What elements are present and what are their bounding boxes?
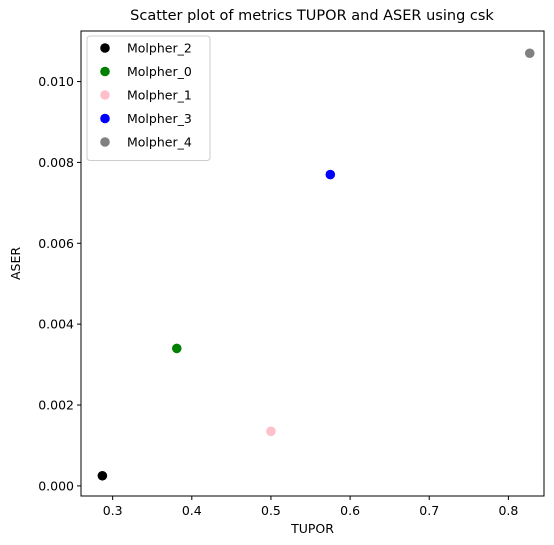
x-tick-label: 0.8 (498, 503, 518, 518)
data-point-molpher-0 (171, 343, 182, 354)
legend: Molpher_2 Molpher_0 Molpher_1 Molpher_3 Molp… (86, 35, 211, 161)
plot-frame (80, 30, 545, 497)
legend-marker (100, 137, 110, 147)
legend-label: Molpher_3 (127, 111, 192, 126)
x-tick-label: 0.6 (340, 503, 360, 518)
plot-area (97, 48, 535, 481)
y-axis: 0.000 0.002 0.004 0.006 0.008 0.010 (38, 74, 81, 493)
x-tick-label: 0.4 (182, 503, 202, 518)
y-tick-label: 0.010 (38, 74, 74, 89)
y-tick-label: 0.000 (38, 478, 74, 493)
legend-label: Molpher_4 (127, 135, 192, 150)
x-axis-label: TUPOR (290, 521, 334, 536)
x-axis: 0.3 0.4 0.5 0.6 0.7 0.8 (103, 496, 518, 518)
data-point-molpher-3 (325, 169, 336, 180)
legend-marker (100, 43, 110, 53)
chart-title: Scatter plot of metrics TUPOR and ASER u… (130, 8, 494, 24)
legend-label: Molpher_1 (127, 88, 192, 103)
legend-box (86, 35, 211, 161)
y-axis-label: ASER (8, 247, 23, 280)
y-tick-label: 0.004 (38, 317, 74, 332)
legend-marker (100, 113, 110, 124)
legend-marker (100, 66, 110, 77)
data-point-molpher-1 (266, 426, 276, 437)
y-tick-label: 0.002 (38, 398, 74, 413)
legend-marker (100, 90, 110, 100)
x-tick-label: 0.7 (419, 503, 439, 518)
x-tick-label: 0.5 (261, 503, 281, 518)
legend-label: Molpher_0 (127, 64, 192, 79)
data-point-molpher-4 (524, 48, 535, 59)
data-point-molpher-2 (97, 470, 108, 481)
y-tick-label: 0.008 (38, 155, 74, 170)
x-tick-label: 0.3 (103, 503, 123, 518)
y-tick-label: 0.006 (38, 236, 74, 251)
legend-label: Molpher_2 (127, 41, 192, 56)
